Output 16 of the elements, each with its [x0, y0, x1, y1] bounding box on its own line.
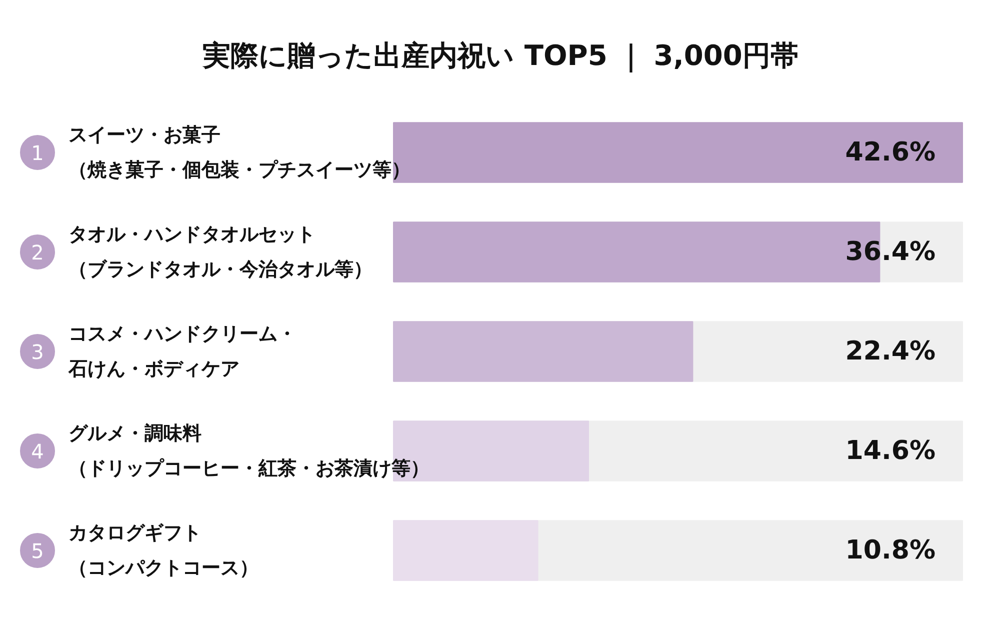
- data-label: 14.6%: [845, 436, 936, 466]
- data-label: 10.8%: [845, 536, 936, 566]
- data-label: 36.4%: [845, 237, 936, 267]
- y-tick-label: コスメ・ハンドクリーム・石けん・ボディケア: [68, 322, 296, 380]
- text: 2: [31, 240, 44, 264]
- y-tick-label: タオル・ハンドタオルセット（ブランドタオル・今治タオル等）: [68, 223, 372, 281]
- chart-title: 実際に贈った出産内祝い TOP5 ｜ 3,000円帯: [202, 39, 798, 73]
- text: 3: [31, 340, 44, 364]
- text: 4: [31, 440, 44, 464]
- data-label: 22.4%: [845, 336, 936, 366]
- text: 5: [31, 539, 44, 563]
- data-label: 42.6%: [845, 138, 936, 168]
- text: 1: [31, 141, 44, 165]
- y-tick-label: スイーツ・お菓子（焼き菓子・個包装・プチスイーツ等）: [68, 124, 410, 182]
- y-tick-label: カタログギフト（コンパクトコース）: [68, 522, 258, 580]
- y-tick-label: グルメ・調味料（ドリップコーヒー・紅茶・お茶漬け等）: [68, 422, 430, 480]
